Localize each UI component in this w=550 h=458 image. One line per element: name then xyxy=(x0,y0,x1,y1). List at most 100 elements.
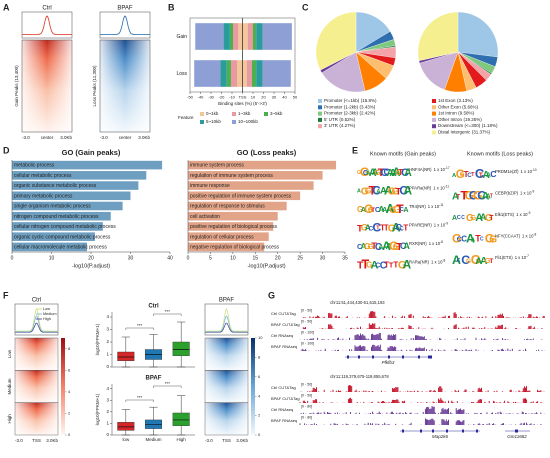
motif-letter: C xyxy=(375,242,382,253)
chart-title: BPAF xyxy=(146,376,162,382)
motif-letter: G xyxy=(471,253,481,267)
x-axis-label: -log10(P.adjust) xyxy=(247,263,285,269)
legend-swatch xyxy=(432,99,436,103)
heatmap-fade xyxy=(15,338,58,371)
x-axis-label: -log10(P.adjust) xyxy=(72,263,110,269)
motif-letter: A xyxy=(480,256,488,267)
bar-label: cellular nitrogen compound metabolic pro… xyxy=(14,224,116,230)
gene-exon xyxy=(358,355,360,359)
motif-letter: A xyxy=(452,173,457,179)
motif-logo: ACCGGAAGT xyxy=(452,253,494,267)
motif-letter: G xyxy=(361,223,368,233)
bar xyxy=(188,242,265,252)
motif-letter: G xyxy=(389,239,398,253)
bar xyxy=(188,181,314,190)
bar-label: nitrogen compound metabolic process xyxy=(14,214,99,220)
motif-name: NFY(CCAAT) xyxy=(495,234,521,239)
track-label: BPAF CUT&Tag xyxy=(271,396,300,401)
heatmap-fade xyxy=(205,338,248,371)
motif-logo: CAGGTCAAAGGTCA xyxy=(357,239,410,253)
motif-letter: A xyxy=(403,184,412,198)
colorbar-label: 0 xyxy=(68,432,71,437)
colorbar xyxy=(61,338,65,435)
y-tick-label: 1 xyxy=(106,352,109,357)
motif-letter: C xyxy=(475,166,485,181)
profile-box xyxy=(21,11,73,39)
gene-exon xyxy=(402,355,404,359)
legend-swatch xyxy=(432,124,436,129)
bar-segment xyxy=(237,60,243,87)
motif-letter: A xyxy=(392,221,401,235)
x-tick-label: 10 xyxy=(230,255,236,261)
x-tick-label: low xyxy=(122,437,130,442)
x-tick-label: TSS xyxy=(239,95,247,100)
motif-exp: -9 xyxy=(531,190,534,194)
y-tick-label: 3 xyxy=(106,397,109,402)
colorbar xyxy=(251,338,255,435)
motif-letter: G xyxy=(368,242,374,251)
group-label: Low xyxy=(7,349,12,358)
motif-letter: T xyxy=(357,259,364,271)
legend-label: 1~3kb xyxy=(238,111,251,116)
x-tick-label: 30 xyxy=(320,255,326,261)
motif-letter: A xyxy=(452,191,459,202)
motif-logo: TTGACCTTTGA xyxy=(357,258,412,272)
significance-bracket xyxy=(153,385,182,388)
motif-letter: T xyxy=(479,172,484,179)
x-tick-label: 10 xyxy=(251,95,256,100)
motif-logo: ACCGGAAGT xyxy=(452,212,494,224)
track-label: Ctrl RNAseq xyxy=(271,407,293,412)
motif-p: 1 x 10 xyxy=(516,212,528,217)
gene-name: Pfkfb3 xyxy=(382,360,395,365)
signal-track xyxy=(302,323,543,329)
motif-letter: A xyxy=(357,189,361,195)
motif-letter: C xyxy=(399,184,408,198)
track-label: BPAF CUT&Tag xyxy=(271,322,300,327)
legend-swatch xyxy=(318,111,322,116)
bar xyxy=(188,222,274,231)
heatmap-xlabel: TSS xyxy=(222,438,231,443)
motif-letter: G xyxy=(357,205,363,214)
track-label: Ctrl CUT&Tag xyxy=(271,385,296,390)
motif-letter: G xyxy=(388,185,396,197)
bar xyxy=(188,232,269,241)
bar-segment xyxy=(226,60,231,87)
motif-letter: T xyxy=(471,172,475,178)
bar xyxy=(12,181,139,190)
heatmap-title: BPAF xyxy=(117,6,133,12)
heatmap-title: Ctrl xyxy=(42,6,51,12)
motif-letter: G xyxy=(395,170,400,177)
motif-letter: C xyxy=(461,215,465,221)
motif-letter: C xyxy=(375,205,381,214)
legend-value: (3.43%) xyxy=(360,104,376,109)
track-range: [0 - 80] xyxy=(301,415,312,419)
bar-segment xyxy=(242,60,247,87)
motif-letter: C xyxy=(457,236,462,243)
x-tick-label: -30 xyxy=(208,95,215,100)
motif-stat: HNF4A(NR) 1 x 10-17 xyxy=(409,166,450,172)
heatmap-fade xyxy=(15,402,58,435)
motif-letter: G xyxy=(485,232,495,246)
motif-letter: A xyxy=(403,205,408,214)
motif-p: 1 x 10 xyxy=(434,223,446,228)
panel-letter: E xyxy=(352,145,358,155)
motif-letter: T xyxy=(398,168,403,177)
legend-value: (4.27%) xyxy=(339,123,355,128)
bar-label: positive regulation of biological proces… xyxy=(190,224,277,230)
motif-exp: -10 xyxy=(532,168,537,172)
bar-segment xyxy=(229,23,234,50)
legend-swatch xyxy=(432,105,436,110)
heatmap-title: Ctrl xyxy=(32,298,41,304)
x-tick-label: Medium xyxy=(145,437,161,442)
track-label: BPAF RNAseq xyxy=(271,418,297,423)
locus-coord: chr11:119,379,675-119,855,678 xyxy=(330,374,389,379)
locus-coord: chr11:51,444,430-51,615,193 xyxy=(330,300,385,305)
motif-letter: A xyxy=(403,241,410,251)
pie-slice xyxy=(321,51,366,93)
track-range: [0 - 80] xyxy=(301,404,312,408)
heatmap-xlabel: center xyxy=(41,135,54,140)
legend-label: Distal Intergenic (31.37%) xyxy=(438,130,491,135)
motif-letter: G xyxy=(368,205,374,214)
motif-letter: T xyxy=(384,224,389,233)
heatmap-xlabel: -3.0 xyxy=(205,438,213,443)
